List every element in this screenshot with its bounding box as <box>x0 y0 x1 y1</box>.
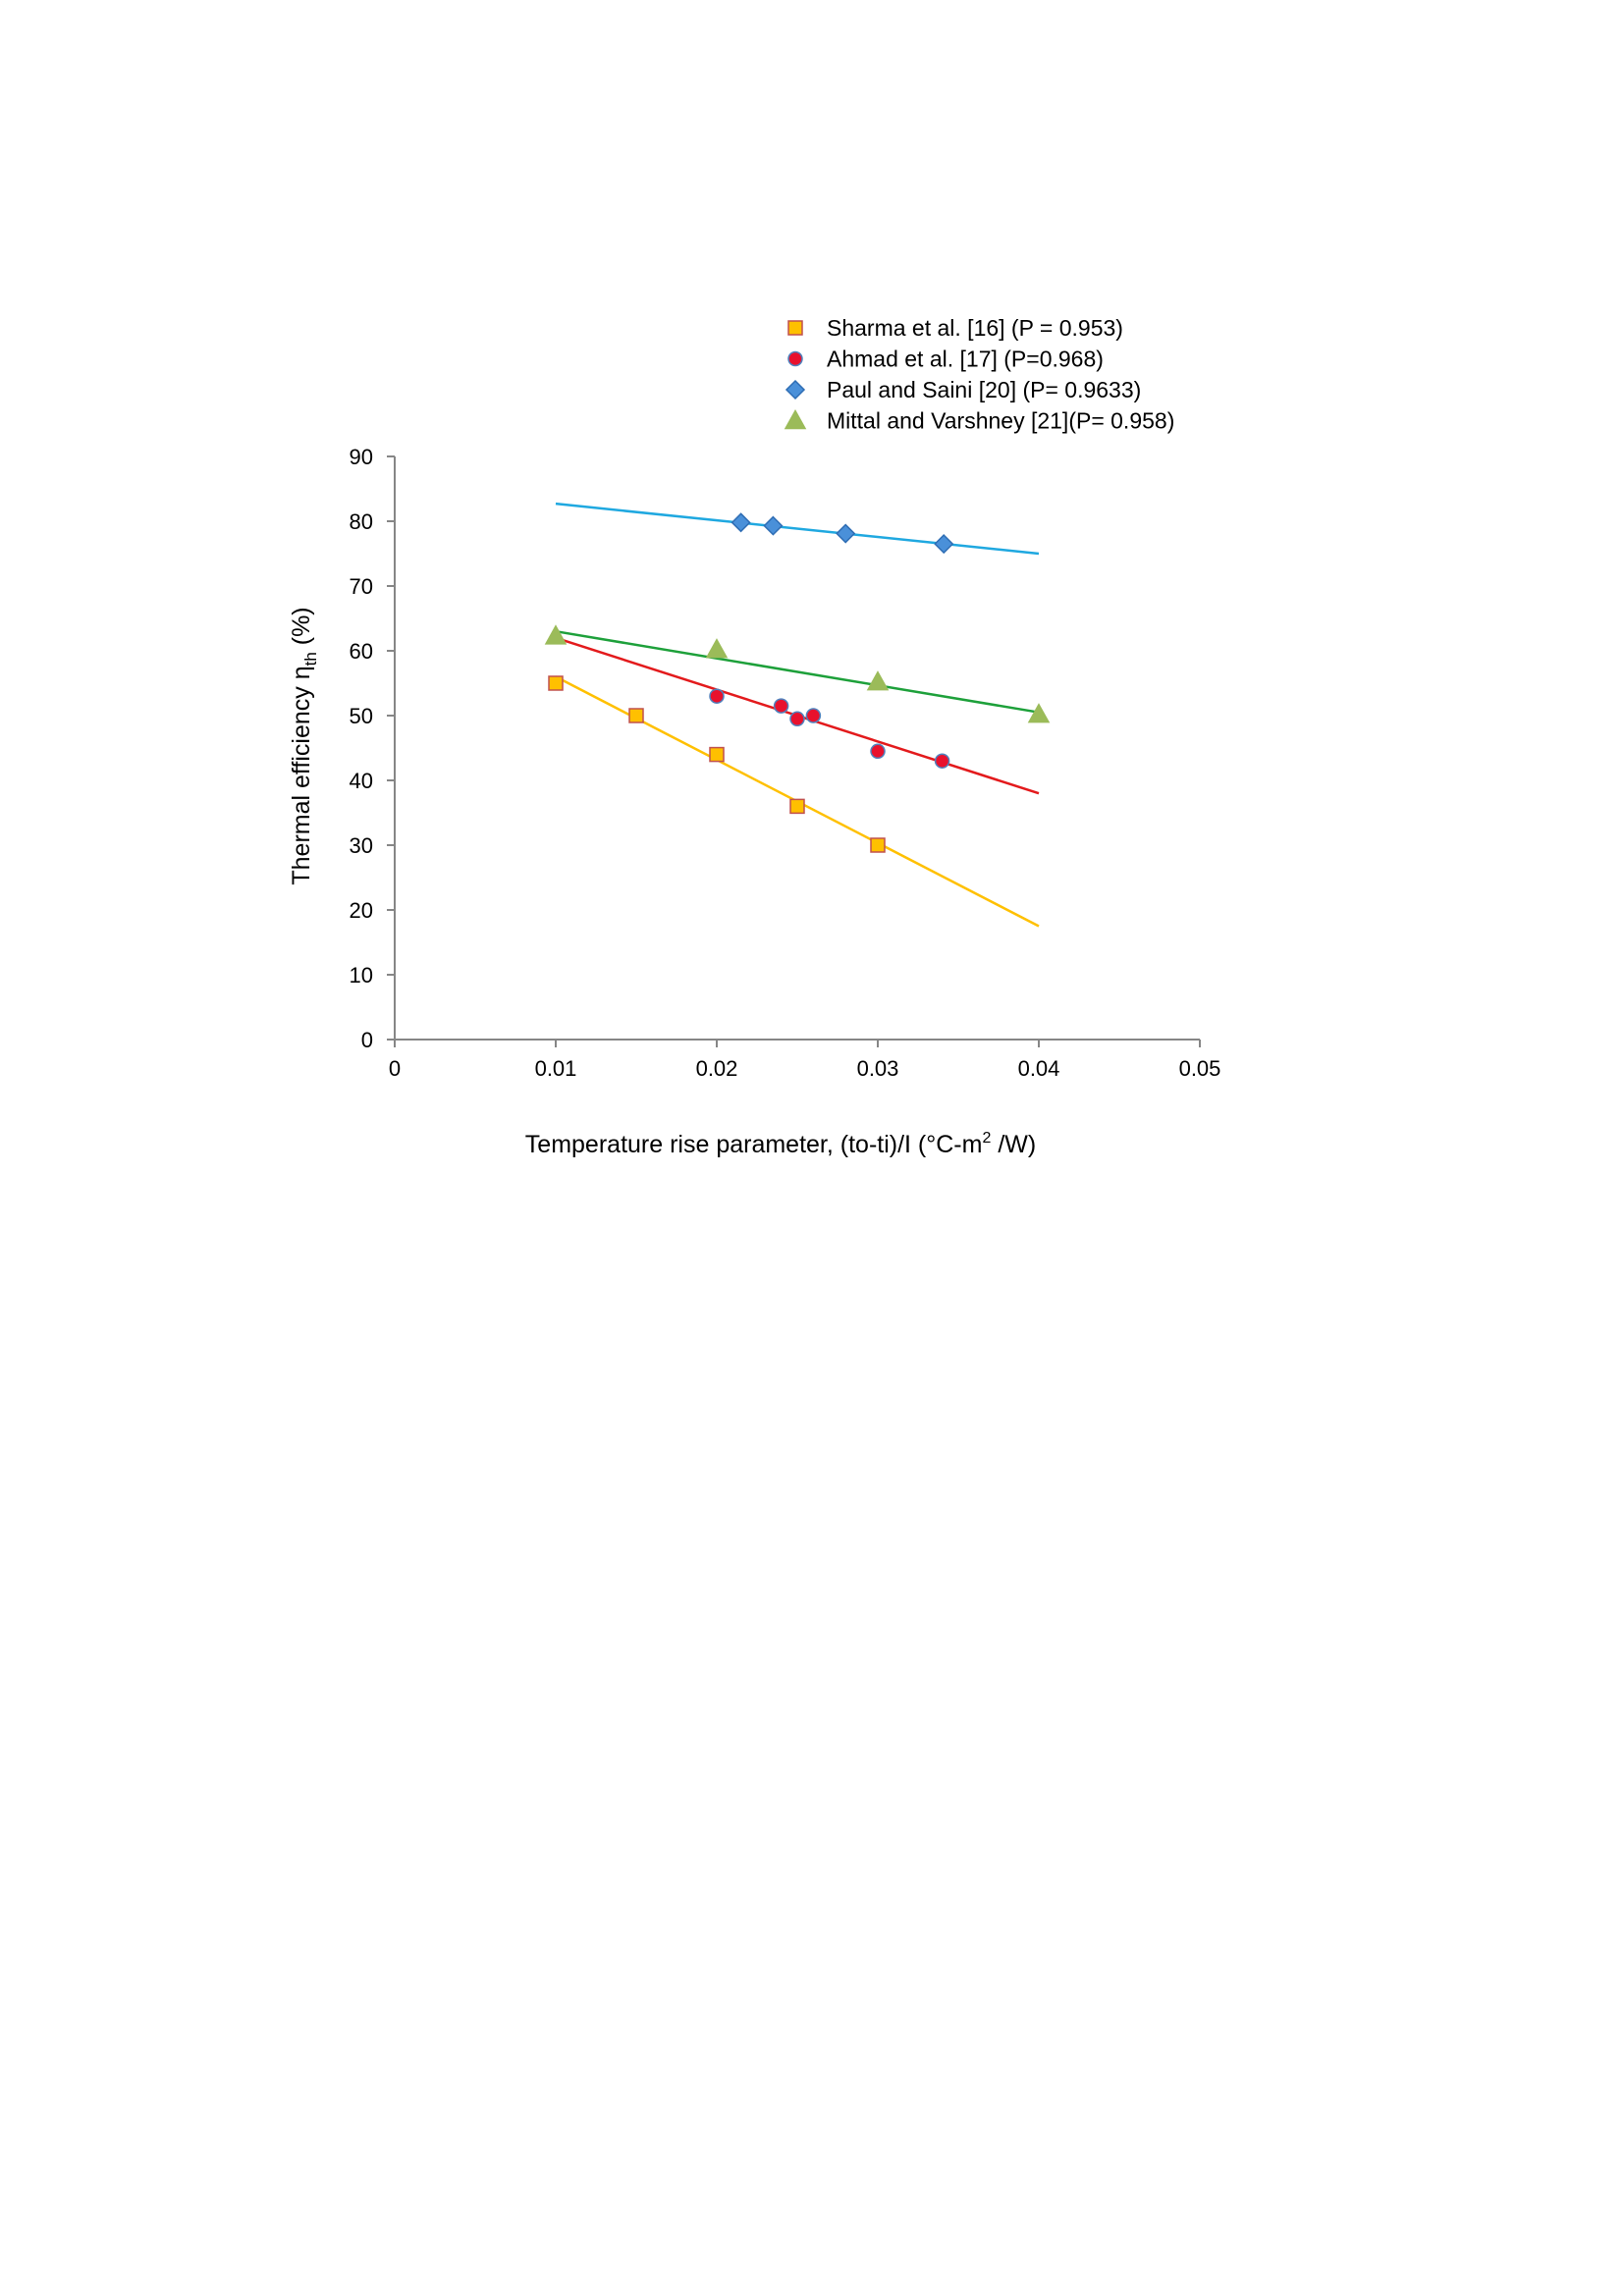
data-point <box>870 837 886 853</box>
x-tick-label: 0.02 <box>696 1056 738 1081</box>
y-tick-label: 80 <box>350 509 373 534</box>
data-point <box>789 711 805 727</box>
data-point <box>763 515 784 536</box>
data-point <box>934 753 950 769</box>
data-point <box>934 534 954 555</box>
data-point <box>836 523 856 544</box>
x-tick-label: 0 <box>389 1056 401 1081</box>
data-point <box>548 675 564 691</box>
data-point <box>709 688 725 704</box>
x-tick-label: 0.05 <box>1179 1056 1221 1081</box>
data-point <box>789 798 805 815</box>
data-point <box>544 624 568 645</box>
data-point <box>628 708 644 723</box>
data-point <box>1027 703 1051 723</box>
data-point <box>731 512 751 533</box>
legend-label: Sharma et al. [16] (P = 0.953) <box>827 315 1123 341</box>
data-point <box>805 708 822 723</box>
data-point <box>866 670 890 691</box>
x-tick-label: 0.04 <box>1018 1056 1060 1081</box>
data-point <box>709 746 725 763</box>
legend-marker <box>784 408 807 430</box>
legend-label: Mittal and Varshney [21](P= 0.958) <box>827 408 1174 434</box>
data-point <box>773 698 789 714</box>
x-tick-label: 0.01 <box>535 1056 577 1081</box>
y-tick-label: 70 <box>350 574 373 599</box>
x-axis-title: Temperature rise parameter, (to-ti)/I (°… <box>525 1130 1036 1158</box>
data-point <box>705 638 729 659</box>
y-tick-label: 0 <box>361 1028 373 1052</box>
y-axis-title: Thermal efficiency ηth (%) <box>288 607 320 884</box>
y-tick-label: 10 <box>350 963 373 988</box>
y-tick-label: 40 <box>350 769 373 793</box>
trend-line <box>555 629 1040 714</box>
y-tick-label: 60 <box>350 639 373 664</box>
legend-label: Ahmad et al. [17] (P=0.968) <box>827 347 1104 372</box>
legend: Sharma et al. [16] (P = 0.953) Ahmad et a… <box>784 315 1174 434</box>
data-point <box>870 743 886 760</box>
y-tick-label: 50 <box>350 704 373 728</box>
trend-line <box>555 502 1040 556</box>
legend-marker <box>787 350 803 367</box>
legend-marker <box>787 320 803 336</box>
y-tick-label: 90 <box>350 445 373 469</box>
y-tick-label: 30 <box>350 833 373 858</box>
markers <box>544 512 1051 853</box>
legend-marker <box>785 379 806 400</box>
x-tick-label: 0.03 <box>857 1056 899 1081</box>
y-tick-label: 20 <box>350 898 373 923</box>
axes: 0 0.01 0.02 0.03 0.04 0.05 0 10 20 30 40 50 60 70 80 90 <box>350 445 1221 1081</box>
legend-label: Paul and Saini [20] (P= 0.9633) <box>827 377 1141 402</box>
